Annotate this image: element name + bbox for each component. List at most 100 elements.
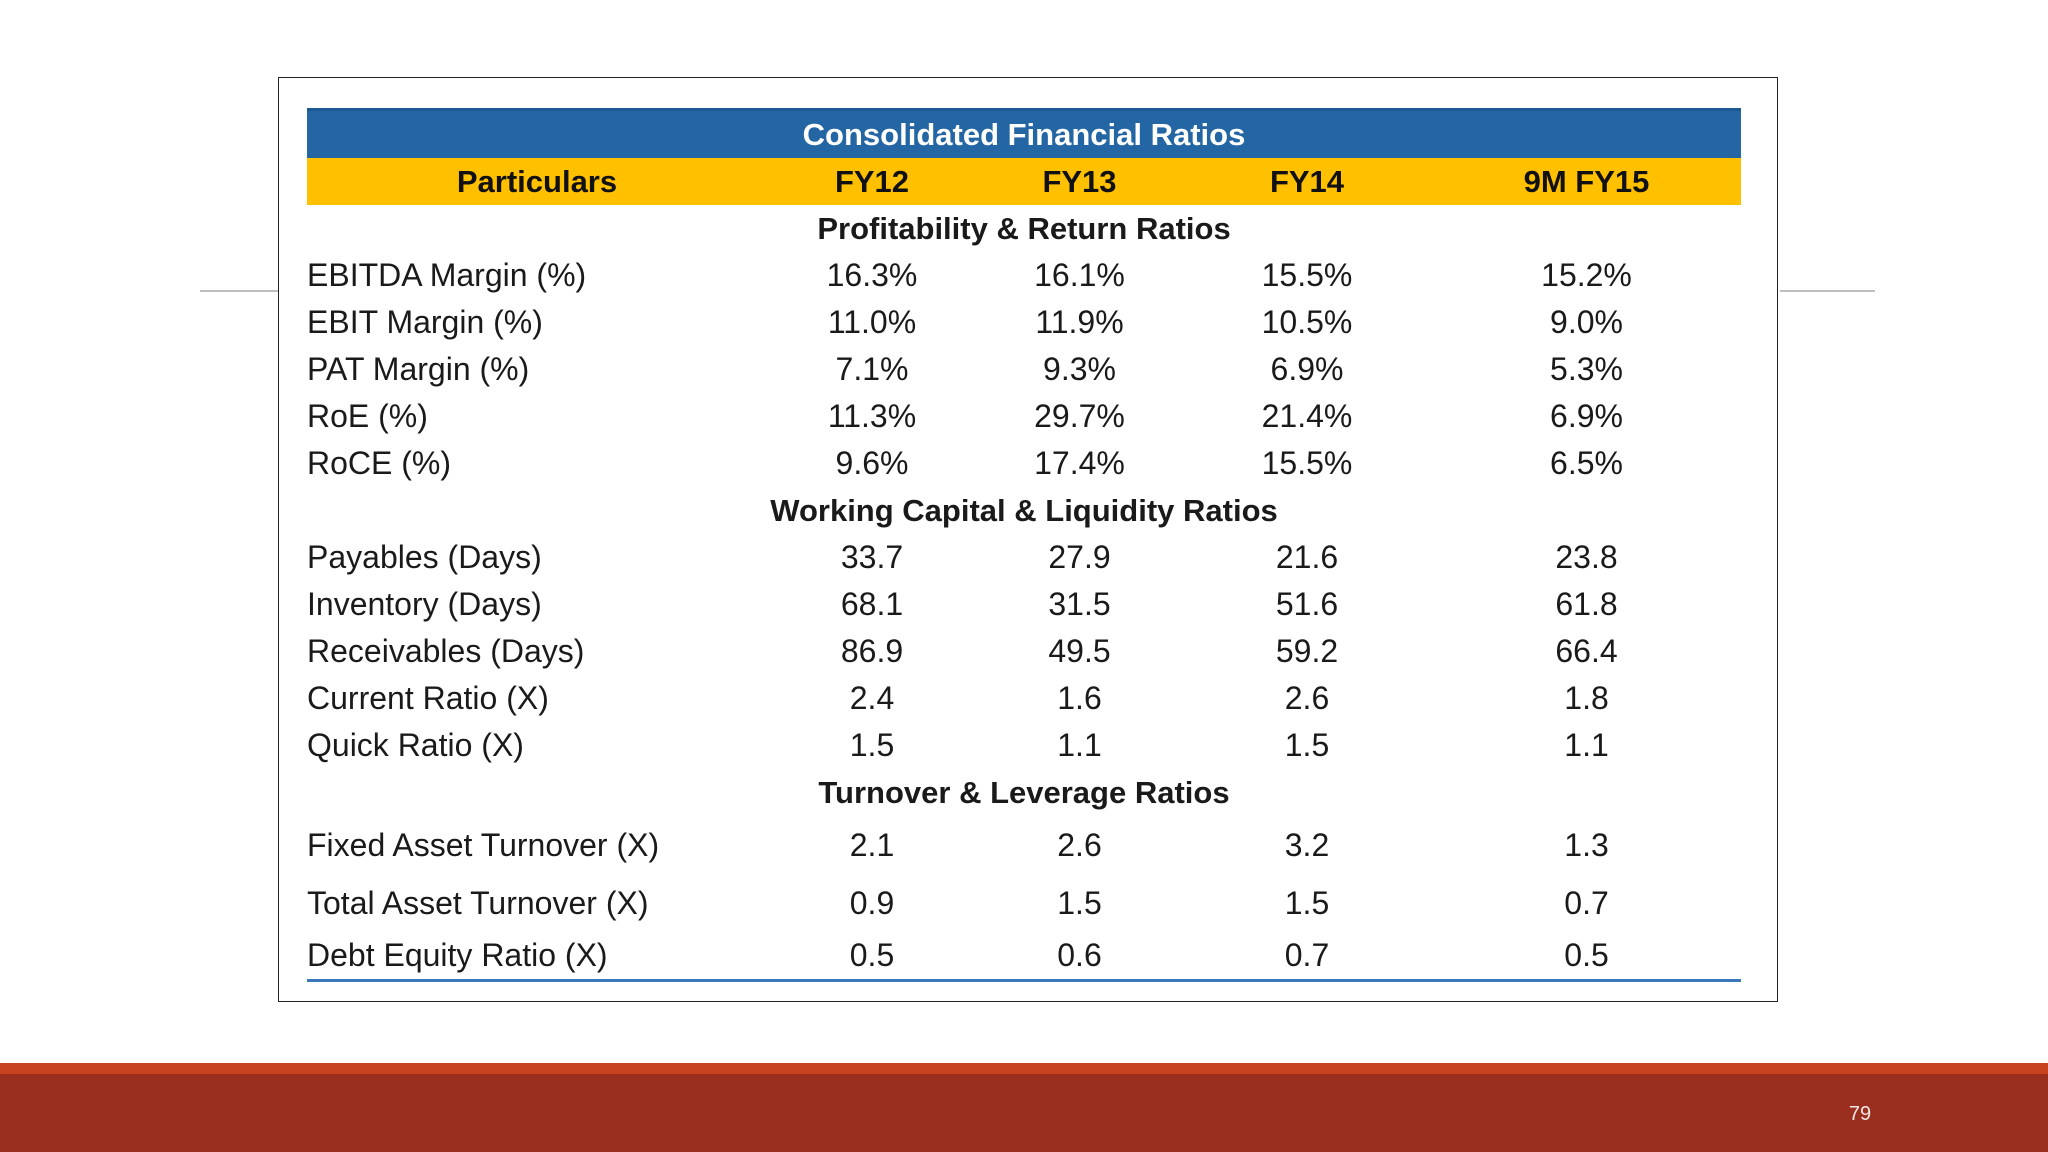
cell-value: 11.3% (827, 398, 917, 434)
row-label: PAT Margin (%) (307, 351, 530, 387)
cell-value: 6.9% (1550, 398, 1623, 434)
cell-value: 0.7 (1182, 932, 1432, 982)
cell-value: 27.9 (1048, 539, 1111, 575)
section-row: Turnover & Leverage Ratios (307, 769, 1741, 816)
cell-value: 0.5 (767, 932, 977, 982)
row-label: Total Asset Turnover (X) (307, 885, 649, 921)
row-label: RoE (%) (307, 398, 428, 434)
footer-accent-stripe (0, 1063, 2048, 1074)
cell-value: 1.1 (1564, 727, 1609, 763)
cell-value: 1.8 (1564, 680, 1609, 716)
cell-value: 11.0% (827, 304, 917, 340)
cell-value: 1.3 (1564, 827, 1609, 863)
decorative-rule-left (200, 290, 280, 292)
row-label: Debt Equity Ratio (X) (307, 932, 767, 982)
cell-value: 31.5 (1048, 586, 1111, 622)
header-9m-fy15: 9M FY15 (1432, 158, 1742, 205)
row-label: Quick Ratio (X) (307, 727, 524, 763)
cell-value: 17.4% (1034, 445, 1125, 481)
cell-value: 68.1 (840, 586, 904, 622)
cell-value: 6.9% (1270, 351, 1344, 387)
row-label: RoCE (%) (307, 445, 452, 481)
cell-value: 0.7 (1564, 885, 1609, 921)
cell-value: 1.5 (1284, 885, 1330, 921)
row-label: Receivables (Days) (307, 633, 585, 669)
row-label: Payables (Days) (307, 539, 542, 575)
cell-value: 15.5% (1261, 257, 1353, 293)
financial-ratios-table: Consolidated Financial Ratios Particular… (307, 108, 1742, 982)
row-label: Fixed Asset Turnover (X) (307, 827, 660, 863)
cell-value: 2.6 (1057, 827, 1102, 863)
table-row: Receivables (Days) 86.9 49.5 59.2 66.4 (307, 628, 1741, 675)
table-row: EBIT Margin (%) 11.0% 11.9% 10.5% 9.0% (307, 299, 1741, 346)
table-title-row: Consolidated Financial Ratios (307, 108, 1742, 158)
header-fy14: FY14 (1182, 158, 1432, 205)
cell-value: 29.7% (1034, 398, 1125, 434)
section-title-profitability: Profitability & Return Ratios (817, 211, 1231, 246)
table-row: Quick Ratio (X) 1.5 1.1 1.5 1.1 (307, 722, 1741, 769)
table-row: RoCE (%) 9.6% 17.4% 15.5% 6.5% (307, 440, 1741, 487)
cell-value: 0.9 (849, 885, 895, 921)
cell-value: 86.9 (840, 633, 904, 669)
table-row: Debt Equity Ratio (X) 0.5 0.6 0.7 0.5 (307, 932, 1742, 982)
table-row: EBITDA Margin (%) 16.3% 16.1% 15.5% 15.2… (307, 252, 1741, 299)
cell-value: 61.8 (1555, 586, 1618, 622)
cell-value: 1.5 (1057, 885, 1102, 921)
cell-value: 2.4 (849, 680, 895, 716)
section-row: Working Capital & Liquidity Ratios (307, 487, 1741, 534)
cell-value: 1.5 (1284, 727, 1330, 763)
cell-value: 15.2% (1541, 257, 1632, 293)
cell-value: 0.6 (977, 932, 1182, 982)
table-row: Current Ratio (X) 2.4 1.6 2.6 1.8 (307, 675, 1741, 722)
cell-value: 23.8 (1555, 539, 1618, 575)
section-title-turnover: Turnover & Leverage Ratios (818, 775, 1230, 810)
table-row: Inventory (Days) 68.1 31.5 51.6 61.8 (307, 581, 1741, 628)
cell-value: 5.3% (1550, 351, 1623, 387)
cell-value: 16.1% (1034, 257, 1125, 293)
table-row: RoE (%) 11.3% 29.7% 21.4% 6.9% (307, 393, 1741, 440)
table-row: Payables (Days) 33.7 27.9 21.6 23.8 (307, 534, 1741, 581)
cell-value: 11.9% (1035, 304, 1124, 340)
cell-value: 3.2 (1284, 827, 1330, 863)
table-frame (278, 77, 1778, 1002)
table-row: Fixed Asset Turnover (X) 2.1 2.6 3.2 1.3 (307, 816, 1741, 874)
header-particulars: Particulars (307, 158, 767, 205)
cell-value: 1.5 (849, 727, 895, 763)
cell-value: 16.3% (826, 257, 918, 293)
cell-value: 59.2 (1275, 633, 1339, 669)
page-number: 79 (1848, 1103, 1872, 1125)
cell-value: 0.5 (1432, 932, 1742, 982)
table-title: Consolidated Financial Ratios (307, 108, 1742, 158)
cell-value: 21.4% (1261, 398, 1353, 434)
header-fy13: FY13 (977, 158, 1182, 205)
cell-value: 10.5% (1261, 304, 1353, 340)
section-title-working-capital: Working Capital & Liquidity Ratios (770, 493, 1278, 528)
table-header-row: Particulars FY12 FY13 FY14 9M FY15 (307, 158, 1742, 205)
table-row: Total Asset Turnover (X) 0.9 1.5 1.5 0.7 (307, 874, 1741, 932)
footer-band (0, 1063, 2048, 1152)
cell-value: 6.5% (1550, 445, 1623, 481)
row-label: Inventory (Days) (307, 586, 542, 622)
header-fy12: FY12 (767, 158, 977, 205)
cell-value: 15.5% (1261, 445, 1353, 481)
decorative-rule-right (1780, 290, 1875, 292)
cell-value: 51.6 (1275, 586, 1339, 622)
cell-value: 2.6 (1284, 680, 1330, 716)
cell-value: 1.1 (1057, 727, 1102, 763)
cell-value: 9.3% (1043, 351, 1116, 387)
section-row: Profitability & Return Ratios (307, 205, 1741, 252)
cell-value: 33.7 (840, 539, 904, 575)
row-label: EBITDA Margin (%) (307, 257, 587, 293)
cell-value: 2.1 (849, 827, 895, 863)
cell-value: 49.5 (1048, 633, 1111, 669)
row-label: EBIT Margin (%) (307, 304, 543, 340)
cell-value: 66.4 (1555, 633, 1618, 669)
table-row: PAT Margin (%) 7.1% 9.3% 6.9% 5.3% (307, 346, 1741, 393)
cell-value: 7.1% (835, 351, 909, 387)
cell-value: 9.0% (1550, 304, 1623, 340)
row-label: Current Ratio (X) (307, 680, 549, 716)
cell-value: 1.6 (1057, 680, 1102, 716)
cell-value: 9.6% (835, 445, 909, 481)
cell-value: 21.6 (1275, 539, 1339, 575)
